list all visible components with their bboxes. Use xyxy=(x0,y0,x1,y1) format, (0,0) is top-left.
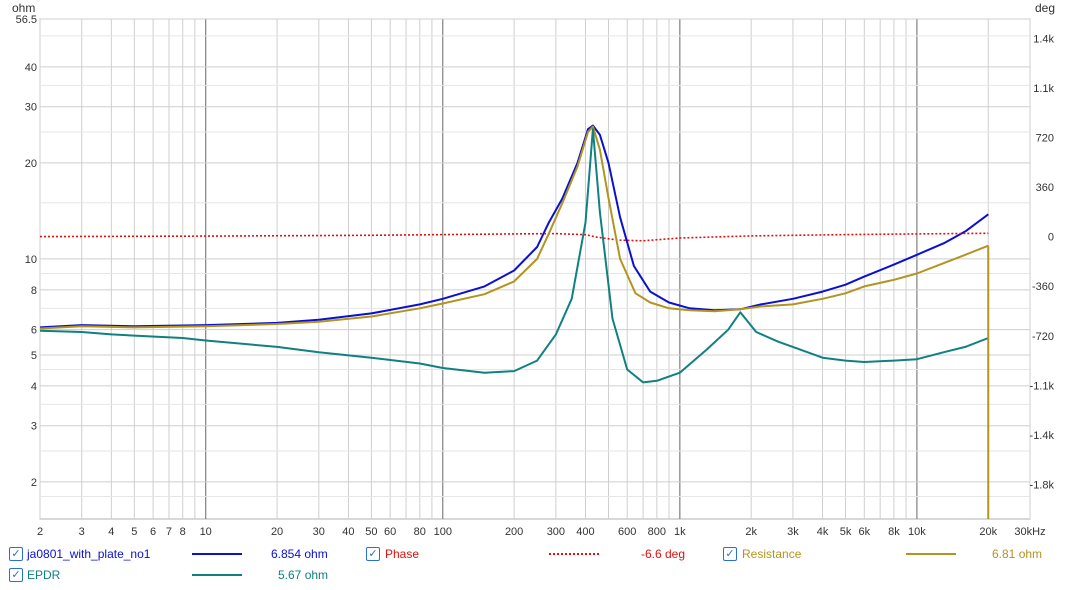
x-tick-label: 2k xyxy=(745,526,757,538)
legend-label: Phase xyxy=(385,547,420,561)
grid xyxy=(39,18,1031,520)
x-tick-label: 100 xyxy=(434,526,452,538)
y-left-tick-label: 56.5 xyxy=(16,14,37,26)
y-left-tick-label: 40 xyxy=(25,62,37,74)
x-tick-label: 7 xyxy=(166,526,172,538)
x-tick-label: 60 xyxy=(384,526,396,538)
y-left-tick-label: 5 xyxy=(31,350,37,362)
y-left-unit: ohm xyxy=(12,1,35,15)
y-right-tick-label: 360 xyxy=(1036,182,1054,194)
y-left-tick-label: 6 xyxy=(31,325,37,337)
y-right-tick-label: -1.4k xyxy=(1030,430,1055,442)
y-left-tick-label: 2 xyxy=(31,477,37,489)
legend-value: 5.67 ohm xyxy=(278,568,329,582)
y-right-tick-label: -720 xyxy=(1032,331,1054,343)
series-layer xyxy=(39,124,990,519)
x-tick-label: 6 xyxy=(150,526,156,538)
legend: ✓ ja0801_with_plate_no1 6.854 ohm ✓ Phas… xyxy=(0,540,1084,590)
checkbox-resistance[interactable]: ✓ xyxy=(723,547,737,561)
x-tick-label: 40 xyxy=(342,526,354,538)
y-left-tick-label: 4 xyxy=(31,381,37,393)
legend-label: EPDR xyxy=(27,568,61,582)
plot-frame xyxy=(39,18,1031,520)
y-right-tick-label: -360 xyxy=(1032,281,1054,293)
x-tick-label: 6k xyxy=(858,526,870,538)
legend-swatch xyxy=(192,553,242,555)
y-right-tick-label: 0 xyxy=(1048,232,1054,244)
y-left-tick-label: 10 xyxy=(25,254,37,266)
x-tick-label: 8 xyxy=(180,526,186,538)
legend-value: -6.6 deg xyxy=(641,547,686,561)
x-tick-label: 800 xyxy=(648,526,666,538)
y-right-tick-label: 720 xyxy=(1036,132,1054,144)
x-tick-label: 3k xyxy=(787,526,799,538)
check-icon: ✓ xyxy=(11,548,21,560)
x-tick-label: 30kHz xyxy=(1014,526,1045,538)
x-tick-label: 2 xyxy=(37,526,43,538)
series-ja0801-with-plate-no1 xyxy=(39,124,989,329)
x-tick-label: 3 xyxy=(79,526,85,538)
x-tick-label: 300 xyxy=(547,526,565,538)
y-right-tick-label: 1.4k xyxy=(1033,33,1054,45)
y-left-tick-label: 30 xyxy=(25,102,37,114)
x-tick-label: 600 xyxy=(618,526,636,538)
check-icon: ✓ xyxy=(11,569,21,581)
series-phase xyxy=(39,232,989,242)
checkbox-impedance[interactable]: ✓ xyxy=(9,547,23,561)
y-left-tick-label: 20 xyxy=(25,158,37,170)
y-left-tick-label: 3 xyxy=(31,421,37,433)
checkbox-phase[interactable]: ✓ xyxy=(366,547,380,561)
legend-swatch xyxy=(192,574,242,576)
x-tick-label: 50 xyxy=(365,526,377,538)
x-tick-label: 1k xyxy=(674,526,686,538)
x-tick-label: 4k xyxy=(817,526,829,538)
legend-label: ja0801_with_plate_no1 xyxy=(27,547,151,561)
legend-value: 6.854 ohm xyxy=(271,547,328,561)
tick-labels: 2 3 4 5 6 7 8 10 20 30 40 50 60 80 100 200 300 400 600 800 1… xyxy=(12,1,1055,538)
check-icon: ✓ xyxy=(725,548,735,560)
legend-swatch xyxy=(906,553,956,555)
x-tick-label: 10k xyxy=(908,526,926,538)
x-tick-label: 30 xyxy=(313,526,325,538)
series-epdr xyxy=(39,128,989,384)
x-tick-label: 20 xyxy=(271,526,283,538)
x-tick-label: 200 xyxy=(505,526,523,538)
y-right-tick-label: -1.8k xyxy=(1030,480,1055,492)
legend-swatch xyxy=(549,553,599,555)
x-tick-label: 5k xyxy=(840,526,852,538)
series-resistance xyxy=(39,125,989,330)
x-tick-label: 4 xyxy=(108,526,114,538)
x-tick-label: 10 xyxy=(200,526,212,538)
check-icon: ✓ xyxy=(368,548,378,560)
y-right-unit: deg xyxy=(1035,1,1055,15)
x-tick-label: 400 xyxy=(576,526,594,538)
x-tick-label: 8k xyxy=(888,526,900,538)
legend-label: Resistance xyxy=(742,547,802,561)
y-right-tick-label: 1.1k xyxy=(1033,83,1054,95)
y-right-tick-label: -1.1k xyxy=(1030,380,1055,392)
checkbox-epdr[interactable]: ✓ xyxy=(9,568,23,582)
x-tick-label: 20k xyxy=(979,526,997,538)
impedance-chart: 2 3 4 5 6 7 8 10 20 30 40 50 60 80 100 200 300 400 600 800 1… xyxy=(12,1,1055,538)
legend-value: 6.81 ohm xyxy=(992,547,1043,561)
y-left-tick-label: 8 xyxy=(31,285,37,297)
x-tick-label: 80 xyxy=(414,526,426,538)
x-tick-label: 5 xyxy=(131,526,137,538)
